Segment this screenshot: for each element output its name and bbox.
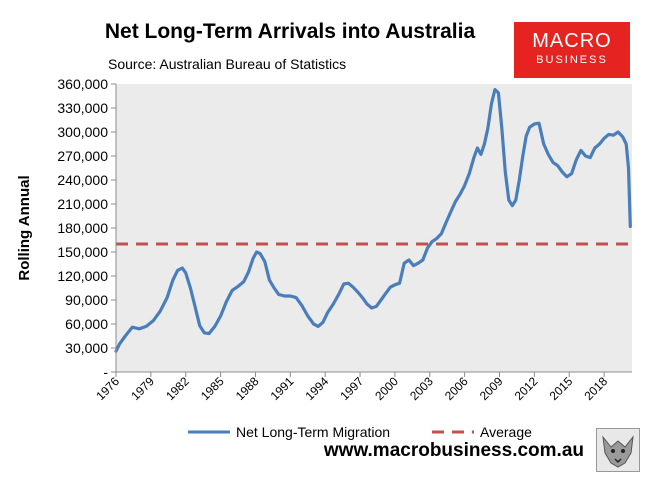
y-tick-label: 30,000 — [65, 340, 108, 356]
y-tick-label: 360,000 — [57, 76, 108, 92]
x-tick-label: 2009 — [477, 374, 506, 403]
chart-title: Net Long-Term Arrivals into Australia — [104, 20, 476, 43]
x-tick-label: 2006 — [442, 374, 471, 403]
x-tick-label: 2000 — [372, 374, 401, 403]
legend: Net Long-Term Migration Average — [188, 424, 532, 440]
y-tick-label: 60,000 — [65, 316, 108, 332]
y-tick-label: 270,000 — [57, 148, 108, 164]
x-tick-label: 2018 — [581, 374, 610, 403]
x-tick-label: 1988 — [233, 374, 262, 403]
x-tick-label: 2012 — [512, 374, 541, 403]
macrobusiness-logo: MACRO BUSINESS — [514, 22, 630, 78]
y-tick-label: 120,000 — [57, 268, 108, 284]
y-tick-label: 240,000 — [57, 172, 108, 188]
legend-item-net-migration-label: Net Long-Term Migration — [236, 424, 390, 440]
x-tick-label: 1976 — [93, 374, 122, 403]
x-tick-label: 2003 — [407, 374, 436, 403]
x-tick-label: 2015 — [547, 374, 576, 403]
plot-area-background — [116, 84, 632, 372]
x-tick-label: 1997 — [337, 374, 366, 403]
logo-line-business: BUSINESS — [536, 54, 608, 66]
x-tick-label: 1994 — [303, 374, 332, 403]
logo-line-macro: MACRO — [532, 30, 612, 52]
y-tick-label: - — [103, 364, 108, 380]
x-tick-label: 1982 — [163, 374, 192, 403]
legend-item-average-label: Average — [480, 424, 532, 440]
y-tick-label: 330,000 — [57, 100, 108, 116]
x-tick-label: 1979 — [128, 374, 157, 403]
chart-subtitle: Source: Australian Bureau of Statistics — [108, 56, 347, 72]
y-tick-label: 180,000 — [57, 220, 108, 236]
y-axis-label: Rolling Annual — [16, 175, 33, 280]
y-tick-label: 300,000 — [57, 124, 108, 140]
website-url: www.macrobusiness.com.au — [323, 440, 584, 461]
y-tick-label: 150,000 — [57, 244, 108, 260]
series-line-net-migration — [114, 88, 632, 353]
y-tick-label: 210,000 — [57, 196, 108, 212]
x-tick-label: 1991 — [268, 374, 297, 403]
x-tick-label: 1985 — [198, 374, 227, 403]
wolf-logo-icon — [596, 428, 640, 472]
y-tick-label: 90,000 — [65, 292, 108, 308]
